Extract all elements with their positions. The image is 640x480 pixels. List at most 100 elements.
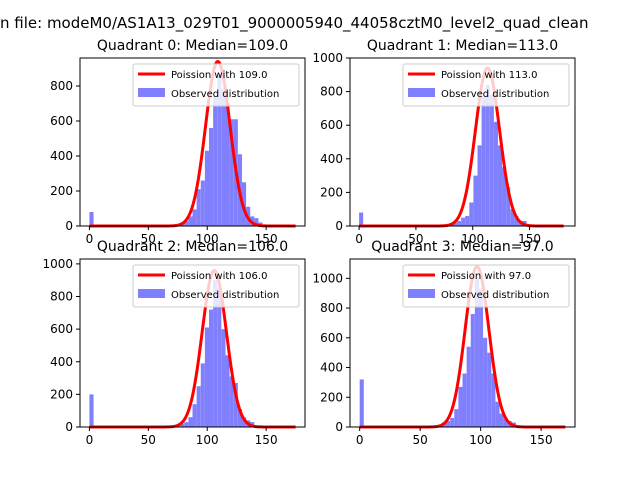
histogram-bar	[514, 215, 519, 226]
y-tick-label: 200	[320, 185, 343, 199]
histogram-bar	[204, 150, 209, 226]
chart-panel-1: 0 50 100 150 0 200 400 600 800 1000 Poission with …	[312, 38, 576, 246]
histogram-bar	[452, 222, 458, 226]
histogram-bar	[192, 404, 197, 427]
y-tick-label: 400	[320, 152, 343, 166]
x-tick-label: 0	[355, 232, 363, 246]
legend-box	[132, 63, 300, 107]
legend-label-poisson: Poission with 113.0	[441, 70, 537, 81]
y-tick-label: 1000	[312, 51, 343, 65]
x-tick-label: 100	[196, 433, 219, 447]
histogram-bar	[241, 417, 247, 427]
y-tick-label: 0	[65, 219, 73, 233]
legend-label-observed: Observed distribution	[441, 89, 549, 100]
histogram-bar	[461, 217, 466, 226]
histogram-bar	[237, 409, 242, 427]
figure-suptitle: n file: modeM0/AS1A13_029T01_9000005940_…	[0, 14, 589, 33]
x-tick-label: 100	[196, 232, 219, 246]
histogram-bar	[491, 373, 496, 427]
chart-panel-3: 0 50 100 150 0 200 400 600 800 1000 Poission with …	[312, 239, 576, 447]
legend-box	[132, 264, 300, 308]
legend-hist-swatch	[408, 88, 435, 97]
y-tick-label: 800	[320, 301, 343, 315]
chart-title: Quadrant 3: Median=97.0	[371, 239, 553, 255]
histogram-bar	[502, 167, 507, 226]
histogram-bar	[478, 288, 484, 427]
legend-box	[402, 264, 570, 308]
histogram-bar	[450, 418, 455, 427]
legend: Poission with 97.0 Observed distribution	[402, 264, 570, 308]
histogram-bar	[204, 327, 209, 427]
legend: Poission with 106.0 Observed distribution	[132, 264, 300, 308]
histogram-bar	[470, 314, 475, 427]
y-tick-label: 600	[320, 331, 343, 345]
axes-frame	[349, 258, 576, 428]
y-tick-label: 800	[50, 290, 73, 304]
histogram-bar	[200, 180, 205, 226]
histogram-bar	[217, 288, 222, 427]
y-tick-label: 0	[335, 219, 343, 233]
histogram-bar	[184, 422, 189, 427]
y-tick-label: 0	[65, 420, 73, 434]
chart-panel-0: 0 50 100 150 0 200 400 600 800 Poission with 109.…	[50, 38, 306, 246]
histogram-bar	[196, 189, 201, 226]
histogram-bar	[89, 394, 94, 427]
y-tick-label: 400	[320, 361, 343, 375]
histogram-bar	[192, 209, 197, 226]
legend-label-observed: Observed distribution	[441, 290, 549, 301]
histogram-bar	[493, 121, 498, 226]
y-tick-label: 0	[335, 420, 343, 434]
axes-frame	[79, 57, 306, 227]
histogram-bar	[200, 363, 205, 427]
histogram-bar	[474, 278, 479, 427]
histogram-bar	[497, 145, 503, 226]
histogram-bar	[221, 329, 226, 427]
y-tick-label: 200	[50, 184, 73, 198]
legend-hist-swatch	[138, 88, 165, 97]
histogram-bar	[469, 202, 474, 226]
legend-label-observed: Observed distribution	[171, 290, 279, 301]
x-tick-label: 0	[86, 433, 94, 447]
histogram-bar	[208, 128, 214, 226]
legend-label-poisson: Poission with 97.0	[441, 271, 531, 282]
axes-frame	[79, 258, 306, 428]
y-tick-label: 800	[320, 85, 343, 99]
x-tick-label: 0	[356, 433, 364, 447]
y-tick-label: 400	[50, 355, 73, 369]
histogram-bar	[489, 94, 494, 227]
chart-title: Quadrant 1: Median=113.0	[367, 38, 558, 54]
histogram-bar	[487, 352, 492, 427]
histogram-bar	[89, 212, 94, 226]
histogram-bar	[454, 409, 459, 427]
legend: Poission with 109.0 Observed distribution	[132, 63, 300, 107]
chart-title: Quadrant 2: Median=106.0	[97, 239, 288, 255]
histogram-bar	[184, 221, 189, 226]
histogram-bar	[465, 215, 470, 226]
histogram-bar	[188, 216, 193, 226]
histogram-bar	[359, 212, 364, 226]
histogram-bar	[225, 355, 230, 427]
legend-box	[402, 63, 570, 107]
histogram-bar	[233, 382, 238, 427]
y-tick-label: 800	[50, 79, 73, 93]
histogram-bar	[217, 73, 222, 226]
y-tick-label: 200	[50, 387, 73, 401]
histogram-bar	[506, 187, 511, 226]
x-tick-label: 50	[413, 433, 428, 447]
chart-panel-2: 0 50 100 150 0 200 400 600 800 1000 Poission with …	[42, 239, 306, 447]
histogram-bar	[180, 423, 185, 427]
x-tick-label: 150	[255, 433, 278, 447]
histogram-bar	[359, 379, 364, 427]
histogram-bar	[483, 337, 488, 427]
y-tick-label: 1000	[42, 257, 73, 271]
histogram-bar	[462, 373, 467, 427]
x-tick-label: 150	[518, 232, 541, 246]
histogram-bar	[503, 418, 508, 427]
x-tick-label: 100	[461, 232, 484, 246]
y-tick-label: 600	[50, 322, 73, 336]
histogram-bar	[254, 218, 259, 226]
legend: Poission with 113.0 Observed distribution	[402, 63, 570, 107]
axes-frame	[349, 57, 576, 227]
histogram-bar	[213, 96, 218, 226]
